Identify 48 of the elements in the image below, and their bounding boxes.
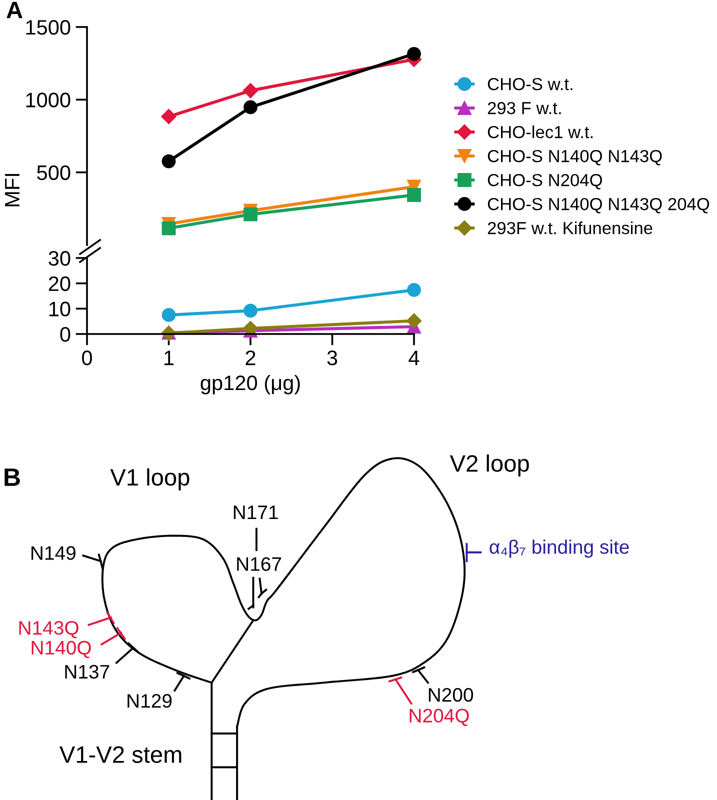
- text: α₄β₇ binding site: [490, 540, 629, 558]
- point: [244, 207, 258, 222]
- legend-label: CHO-S N140Q N143Q: [488, 150, 662, 166]
- legend-label: 293 F w.t.: [488, 102, 561, 114]
- x-tick-label: 1: [164, 350, 174, 366]
- text: N171: [234, 506, 278, 520]
- text: N129: [128, 694, 172, 708]
- chart-title: A: [6, 2, 22, 18]
- point: [244, 100, 258, 114]
- text: N140Q: [32, 640, 91, 658]
- y-axis-title: MFI: [5, 174, 20, 206]
- point: [242, 83, 258, 98]
- point: [244, 304, 258, 318]
- text: N167: [237, 557, 282, 571]
- legend-label: CHO-S N140Q N143Q 204Q: [488, 198, 710, 214]
- x-tick-label: 2: [246, 350, 256, 366]
- y-tick-label: 1000: [26, 92, 70, 108]
- y-tick-label: 1500: [26, 20, 70, 35]
- point: [407, 188, 421, 202]
- legend-label: 293F w.t. Kifunensine: [488, 221, 652, 234]
- text: N204Q: [410, 708, 469, 726]
- x-tick-label: 3: [327, 350, 338, 366]
- x-tick-label: 4: [408, 350, 420, 366]
- point: [162, 221, 176, 236]
- text: N137: [65, 664, 110, 679]
- legend-label: CHO-lec1 w.t.: [488, 126, 593, 138]
- text: N200: [428, 688, 474, 702]
- text: V1 loop: [110, 468, 190, 490]
- point: [162, 154, 176, 168]
- x-axis-title: gp120 (μg): [200, 374, 300, 394]
- y-tick-label: 0: [60, 327, 70, 342]
- point: [162, 308, 176, 322]
- legend-label: CHO-S N204Q: [488, 174, 602, 190]
- text: N149: [31, 546, 76, 560]
- point: [407, 46, 421, 61]
- text: V1-V2 stem: [60, 746, 182, 763]
- y-tick-label: 20: [48, 276, 70, 292]
- text: N143Q: [19, 620, 78, 638]
- y-tick-label: 500: [37, 165, 70, 180]
- point: [406, 313, 422, 328]
- point: [161, 108, 176, 124]
- y-tick-label: 10: [49, 302, 70, 316]
- text: V2 loop: [450, 454, 529, 476]
- point: [407, 282, 421, 297]
- x-tick-label: 0: [82, 350, 92, 366]
- y-tick-label: 30: [48, 251, 70, 266]
- legend-label: CHO-S w.t.: [488, 78, 572, 90]
- text: B: [4, 468, 20, 486]
